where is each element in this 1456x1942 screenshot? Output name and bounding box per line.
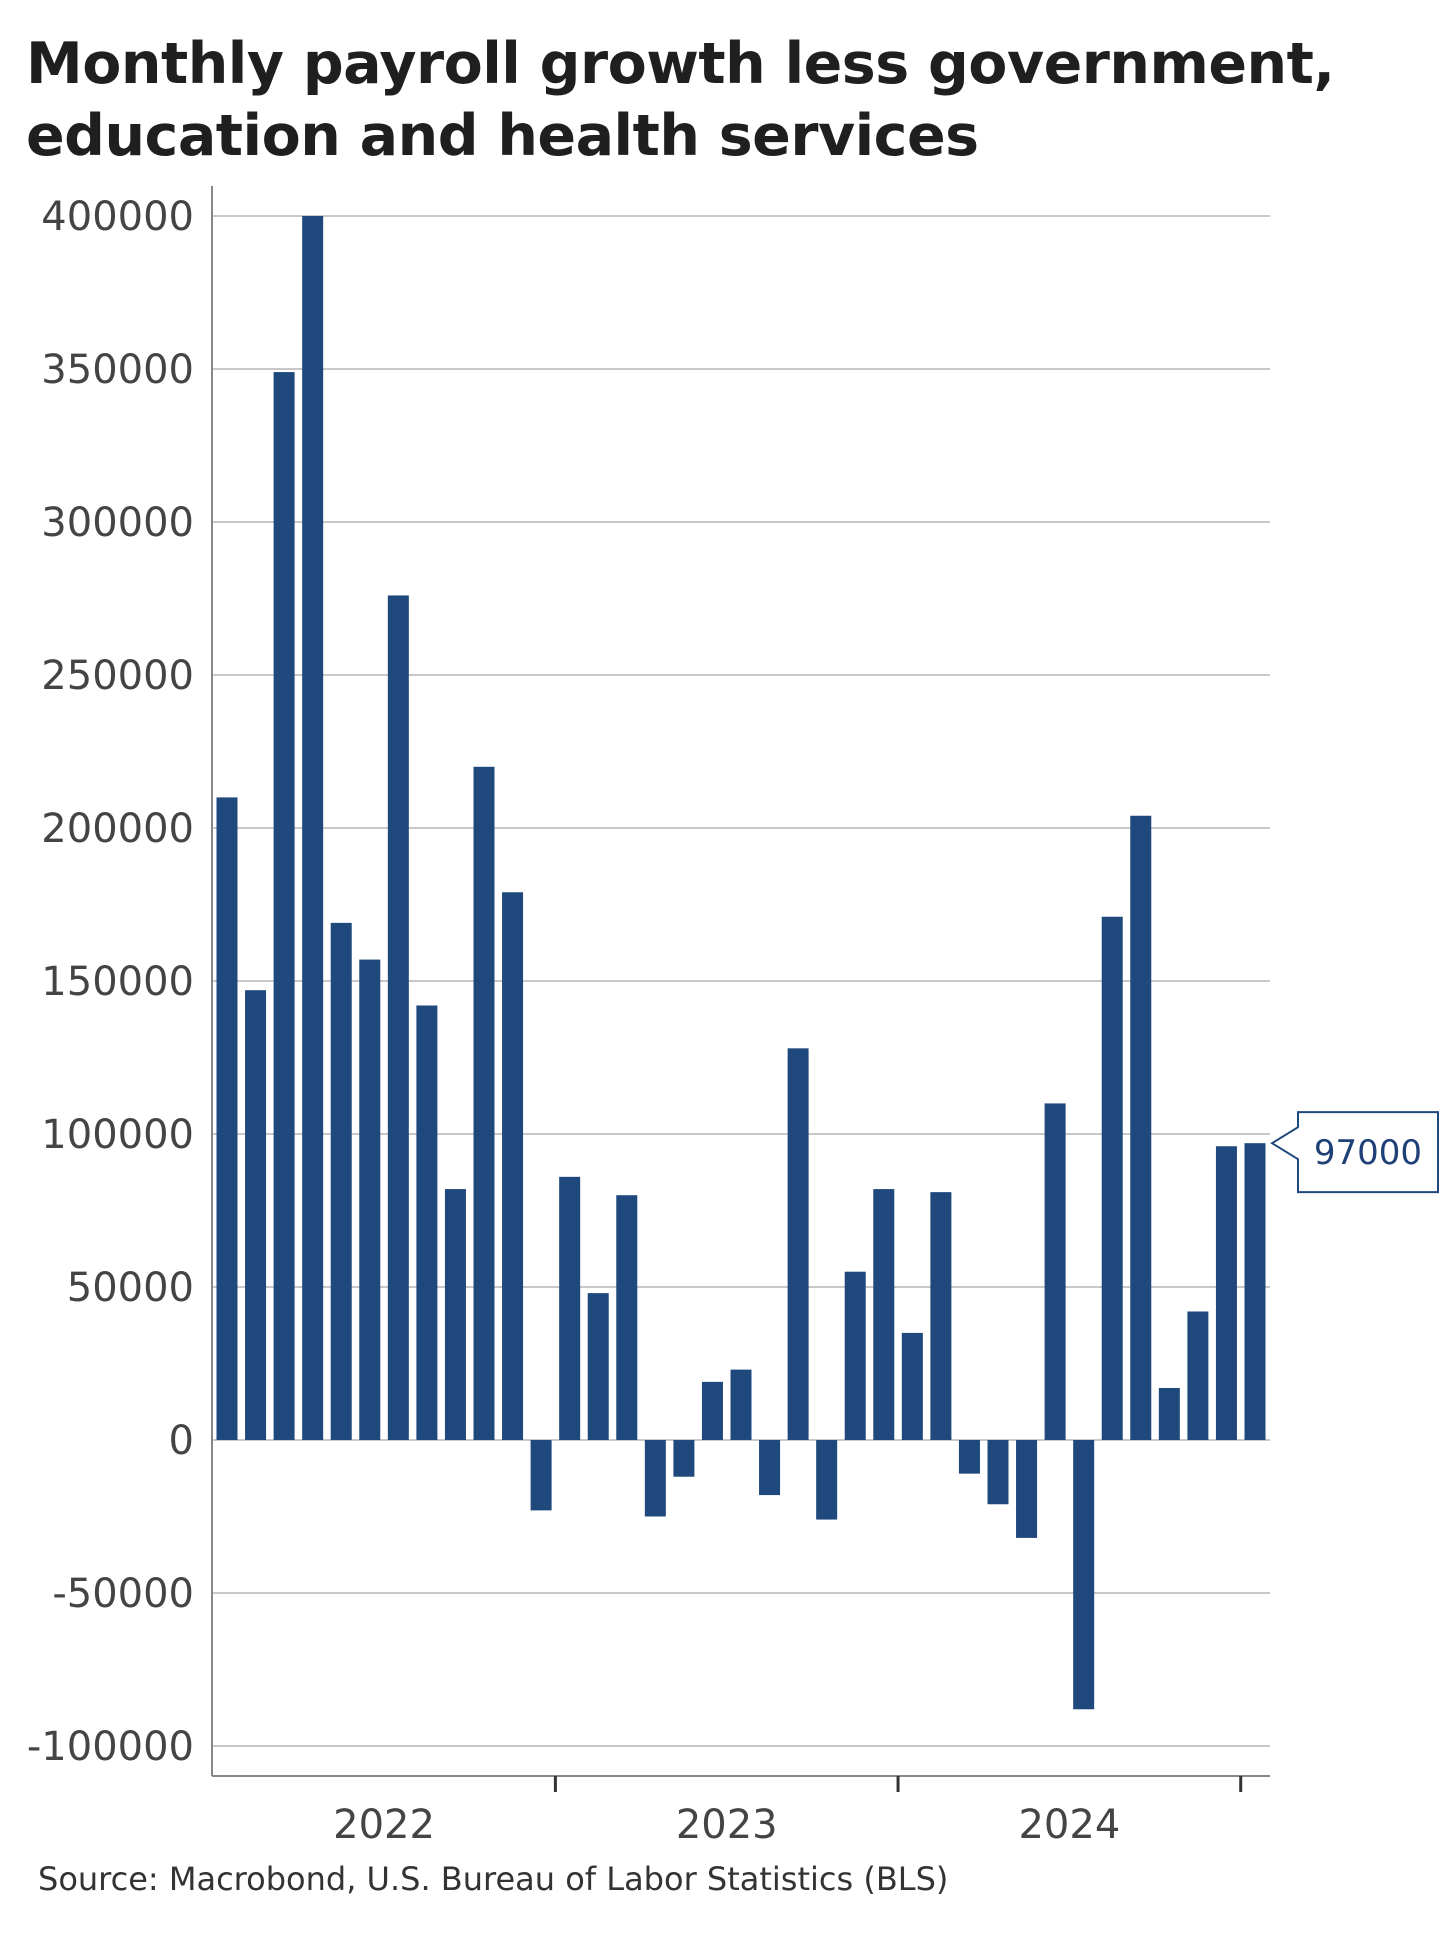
bar [1158, 1387, 1180, 1440]
x-axis-tick-labels: 2022 2023 2024 [333, 1802, 1120, 1848]
bars [216, 216, 1266, 1710]
bar [1130, 815, 1152, 1440]
x-tick-label: 2022 [333, 1802, 435, 1848]
bar [502, 892, 524, 1440]
bar [359, 959, 381, 1440]
bar [616, 1195, 638, 1440]
bar [1215, 1146, 1237, 1440]
source-note: Source: Macrobond, U.S. Bureau of Labor … [38, 1860, 949, 1898]
title-line-1: Monthly payroll growth less government, [26, 31, 1335, 97]
bar [759, 1440, 781, 1496]
y-tick-label: 200000 [41, 806, 194, 852]
bar [387, 595, 409, 1440]
bar [844, 1271, 866, 1440]
y-tick-label: 350000 [41, 347, 194, 393]
y-tick-label: 50000 [67, 1265, 194, 1311]
bar [958, 1440, 980, 1474]
bar [673, 1440, 695, 1477]
axes [211, 186, 1270, 1792]
bar [816, 1440, 838, 1520]
bar [730, 1369, 752, 1440]
x-tick-label: 2024 [1018, 1802, 1120, 1848]
bar [1187, 1311, 1209, 1440]
bar [530, 1440, 552, 1511]
y-tick-label: 300000 [41, 500, 194, 546]
bar [787, 1048, 809, 1440]
y-tick-label: 100000 [41, 1112, 194, 1158]
bar [216, 797, 238, 1440]
y-tick-label: 400000 [41, 194, 194, 240]
title-line-2: education and health services [26, 103, 979, 169]
bar [930, 1192, 952, 1440]
chart-title: Monthly payroll growth less government, … [26, 28, 1426, 172]
last-value-callout: 97000 [1270, 1111, 1439, 1194]
y-tick-label: 150000 [41, 959, 194, 1005]
bar [587, 1293, 609, 1440]
bar [245, 990, 267, 1440]
y-tick-label: 250000 [41, 653, 194, 699]
bar [1044, 1103, 1066, 1440]
bar [559, 1176, 581, 1440]
bar [444, 1189, 466, 1440]
bar [1016, 1440, 1038, 1538]
bar [416, 1005, 438, 1440]
bar [644, 1440, 666, 1517]
bar [330, 922, 352, 1440]
bar [1073, 1440, 1095, 1710]
bar [987, 1440, 1009, 1505]
bar [873, 1189, 895, 1440]
y-tick-label: -50000 [52, 1571, 194, 1617]
callout-box [1270, 1111, 1439, 1194]
y-axis-tick-labels: 400000 350000 300000 250000 200000 150000 1000… [27, 194, 194, 1770]
bar [701, 1381, 723, 1440]
bar [273, 372, 295, 1440]
bar [901, 1332, 923, 1440]
callout-value-label: 97000 [1314, 1133, 1422, 1173]
x-tick-label: 2023 [676, 1802, 778, 1848]
y-tick-label: -100000 [27, 1724, 194, 1770]
bar [1244, 1143, 1266, 1440]
y-tick-label: 0 [169, 1418, 194, 1464]
bar [302, 216, 324, 1440]
bar [1101, 916, 1123, 1440]
bar [473, 766, 495, 1440]
